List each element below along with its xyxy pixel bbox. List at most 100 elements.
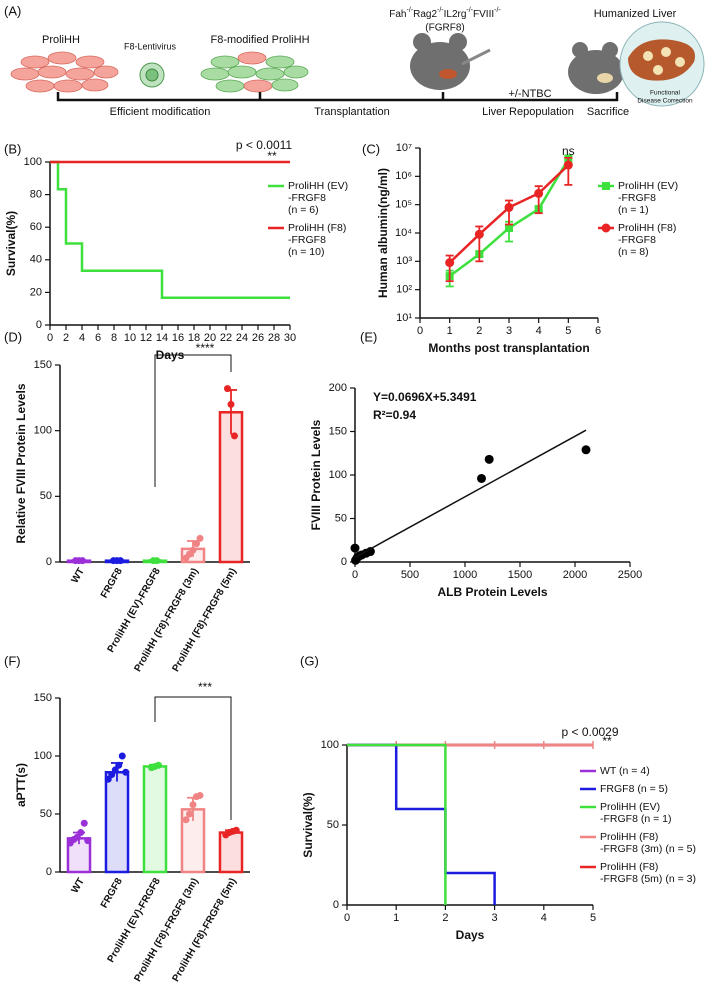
marker: [445, 258, 455, 268]
x-tick-label: 6: [95, 332, 101, 344]
x-axis-title: Months post transplantation: [428, 341, 589, 355]
legend-entry: ProliHH (F8) -FRGF8 (5m) (n = 3): [600, 861, 696, 885]
timeline-label: Transplantation: [314, 106, 389, 118]
annotation: Y=0.0696X+5.3491: [373, 390, 477, 404]
legend-label: ProliHH (F8) -FRGF8 (5m) (n = 3): [600, 861, 696, 885]
outcome-detail: Disease Correction: [637, 98, 693, 105]
annotation: R²=0.94: [373, 408, 416, 422]
y-tick-label: 100: [34, 750, 52, 762]
y-tick-label: 10⁵: [395, 199, 412, 211]
legend-entry: ProliHH (F8) -FRGF8 (3m) (n = 5): [600, 831, 696, 855]
x-axis-title: Days: [456, 928, 485, 942]
bar: [104, 770, 130, 874]
marker: [563, 160, 573, 170]
x-tick-label: 12: [140, 332, 152, 344]
x-tick-label: 22: [220, 332, 232, 344]
legend-entry: ProliHH (EV) -FRGF8 (n = 1): [600, 801, 672, 825]
y-axis-title: FVIII Protein Levels: [309, 419, 323, 530]
stage-label: F8-modified ProliHH: [210, 34, 309, 46]
legend-marker: [602, 182, 610, 190]
data-point: [477, 473, 486, 483]
data-point: [115, 761, 123, 769]
panel-label: (B): [4, 141, 21, 156]
annotation: ***: [198, 680, 212, 694]
y-tick-label: 10²: [396, 284, 412, 296]
legend-label: ProliHH (EV) -FRGF8 (n = 1): [600, 801, 672, 825]
data-point: [79, 557, 86, 565]
y-tick-label: 50: [327, 819, 339, 831]
x-tick-label: 14: [156, 332, 168, 344]
y-tick-label: 0: [341, 556, 347, 568]
panel-label: (A): [4, 3, 21, 18]
data-point: [196, 791, 204, 799]
data-point: [196, 534, 204, 542]
x-tick-label: 2000: [563, 569, 587, 581]
data-point: [155, 761, 162, 769]
y-tick-label: 150: [34, 692, 52, 704]
bar: [218, 831, 244, 874]
gene: FVIII: [473, 9, 494, 20]
data-point: [117, 557, 124, 565]
data-point: [84, 837, 92, 845]
x-tick-label: 0: [47, 332, 53, 344]
chart: (C) 10¹ 10² 10³ 10⁴ 10⁵ 10⁶ 10⁷ 0 1 2 3 4 5 6 Months po…: [362, 141, 679, 355]
legend-label: ProliHH (EV) -FRGF8 (n = 1): [618, 180, 679, 216]
y-tick-label: 10¹: [396, 312, 412, 324]
annotation: p < 0.0011: [236, 138, 292, 152]
marker: [505, 224, 513, 233]
annotation: ****: [196, 341, 215, 355]
data-point: [186, 810, 193, 818]
legend-entry: ProliHH (F8) -FRGF8 (n = 10): [288, 222, 346, 258]
y-tick-label: 50: [40, 490, 52, 502]
timeline-label: Sacrifice: [587, 106, 629, 118]
marker: [474, 229, 484, 239]
bar: [142, 765, 168, 874]
x-tick-label: 20: [204, 332, 216, 344]
x-tick-label: 1: [447, 325, 453, 337]
data-point: [227, 400, 235, 408]
x-tick-label: ProliHH (F8)-FRGF8 (5m): [170, 876, 238, 984]
y-tick-label: 100: [329, 469, 347, 481]
gene-sup: -/-: [406, 7, 413, 14]
series-line: [347, 743, 496, 905]
y-tick-label: 10⁶: [395, 170, 412, 182]
y-tick-label: 150: [34, 359, 52, 371]
humanized-mouse-icon: [568, 21, 705, 107]
x-tick-label: 2: [442, 912, 448, 924]
x-tick-label: 1500: [508, 569, 532, 581]
data-point: [189, 801, 197, 809]
y-tick-label: 10⁴: [395, 227, 412, 239]
y-tick-label: 0: [46, 556, 52, 568]
marker: [534, 188, 544, 198]
x-tick-label: 5: [590, 912, 596, 924]
x-tick-label: 2: [63, 332, 69, 344]
y-tick-label: 20: [30, 286, 42, 298]
virus-icon: [139, 62, 165, 88]
y-tick-label: 50: [335, 512, 347, 524]
x-tick-label: 10: [124, 332, 136, 344]
stage-label: ProliHH: [42, 34, 80, 46]
timeline-label: Liver Repopulation: [482, 106, 574, 118]
marker: [504, 202, 514, 212]
panel-label: (F): [4, 653, 21, 668]
x-tick-label: 30: [284, 332, 296, 344]
legend-entry: FRGF8 (n = 5): [600, 783, 668, 795]
y-tick-label: 100: [34, 425, 52, 437]
mouse-icon: [410, 33, 491, 90]
panel-a: (A) ProliHH F8-Lentivirus F8-modified Pr…: [4, 3, 705, 118]
panel-label: (E): [360, 329, 377, 344]
significance-bracket: [154, 354, 232, 487]
x-tick-label: 5: [565, 325, 571, 337]
gene: Rag2: [413, 9, 437, 20]
data-point: [581, 445, 591, 455]
x-tick-label: 3: [492, 912, 498, 924]
y-axis-title: aPTT(s): [14, 763, 28, 807]
panel-label: (G): [300, 653, 319, 668]
data-point: [484, 454, 494, 464]
x-tick-label: 18: [188, 332, 200, 344]
x-tick-label: 4: [541, 912, 547, 924]
